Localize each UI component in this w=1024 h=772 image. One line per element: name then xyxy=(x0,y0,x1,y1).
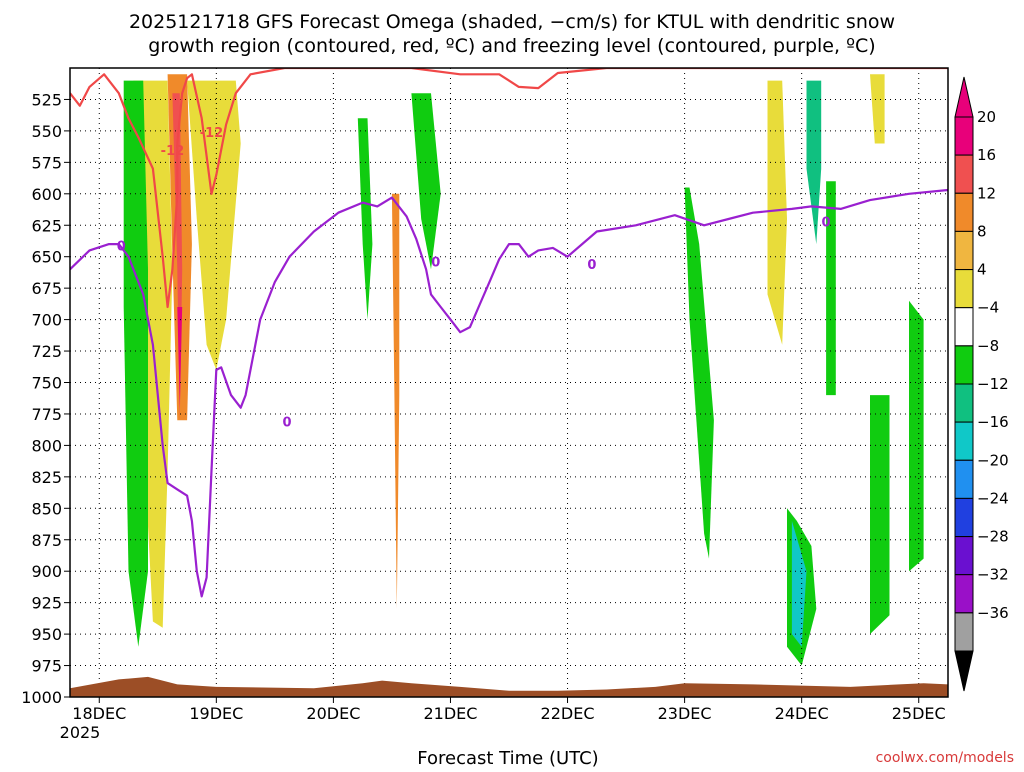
y-tick-label-575: 575 xyxy=(31,153,62,172)
y-tick-label-925: 925 xyxy=(31,594,62,613)
colorbar-swatch-1 xyxy=(954,154,974,194)
x-axis-title: Forecast Time (UTC) xyxy=(417,748,598,768)
watermark: coolwx.com/models xyxy=(876,750,1014,766)
colorbar-swatch-11 xyxy=(954,536,974,576)
contour-0 xyxy=(70,188,948,598)
colorbar-label-7: −12 xyxy=(977,375,1009,393)
y-tick-label-825: 825 xyxy=(31,468,62,487)
colorbar-swatch-12 xyxy=(954,574,974,614)
omega-region-sink-24dec-cyan xyxy=(791,520,807,647)
omega-region-sink-21dec xyxy=(411,93,441,270)
y-tick-label-525: 525 xyxy=(31,90,62,109)
colorbar-label-6: −8 xyxy=(977,337,999,355)
time-axis: 18DEC 19DEC 20DEC 21DEC 22DEC 23DEC 24DEC 25DEC xyxy=(72,697,946,723)
x-tick-label-18DEC: 18DEC xyxy=(72,704,126,723)
colorbar-swatch-13 xyxy=(954,612,974,652)
colorbar-under-arrow xyxy=(954,650,974,692)
y-tick-label-750: 750 xyxy=(31,374,62,393)
colorbar-swatch-6 xyxy=(954,345,974,385)
contour-label-3: 0 xyxy=(283,415,292,430)
x-tick-label-21DEC: 21DEC xyxy=(423,704,477,723)
colorbar-label-2: 12 xyxy=(977,184,996,202)
colorbar-label-0: 20 xyxy=(977,108,996,126)
chart-title-line-2: growth region (contoured, red, ºC) and f… xyxy=(148,35,875,57)
colorbar-over-arrow xyxy=(954,76,974,118)
colorbar-swatch-8 xyxy=(954,421,974,461)
omega-region-sink-25dec xyxy=(870,395,890,635)
terrain xyxy=(70,676,948,697)
colorbar-swatch-7 xyxy=(954,383,974,423)
y-tick-label-975: 975 xyxy=(31,657,62,676)
contour-label-5: 0 xyxy=(587,258,596,273)
y-tick-label-875: 875 xyxy=(31,531,62,550)
omega-region-sink-25dec-b xyxy=(909,300,924,572)
y-tick-label-1000: 1000 xyxy=(21,688,62,707)
x-tick-label-25DEC: 25DEC xyxy=(892,704,946,723)
omega-region-rise-25dec-upper xyxy=(870,74,885,144)
plot-area: -12 -12 0 0 0 0 0 xyxy=(69,67,949,698)
y-tick-label-650: 650 xyxy=(31,248,62,267)
omega-region-rise-19-20dec xyxy=(187,80,241,370)
y-tick-label-600: 600 xyxy=(31,185,62,204)
omega-region-rise-19dec-peak xyxy=(177,307,183,408)
colorbar-label-4: 4 xyxy=(977,261,987,279)
plot-contents: -12 -12 0 0 0 0 0 xyxy=(70,68,948,697)
contour-label-4: 0 xyxy=(431,256,440,271)
colorbar-swatch-9 xyxy=(954,459,974,499)
y-tick-label-800: 800 xyxy=(31,436,62,455)
omega-region-rise-24dec-upper xyxy=(767,80,787,345)
colorbar-swatch-2 xyxy=(954,192,974,232)
x-tick-label-23DEC: 23DEC xyxy=(658,704,712,723)
colorbar: 20 16 12 8 4 −4 −8 −12 −16 −20 −24 −28 −32 −36 xyxy=(954,76,1009,692)
colorbar-swatch-5 xyxy=(954,307,974,347)
colorbar-label-9: −20 xyxy=(977,451,1009,469)
colorbar-label-13: −36 xyxy=(977,604,1009,622)
x-tick-label-22DEC: 22DEC xyxy=(541,704,595,723)
colorbar-label-8: −16 xyxy=(977,413,1009,431)
colorbar-label-3: 8 xyxy=(977,222,987,240)
colorbar-label-1: 16 xyxy=(977,146,996,164)
y-tick-label-700: 700 xyxy=(31,311,62,330)
contour--12 xyxy=(70,68,948,309)
colorbar-label-11: −28 xyxy=(977,528,1009,546)
colorbar-label-12: −32 xyxy=(977,566,1009,584)
colorbar-label-5: −4 xyxy=(977,299,999,317)
y-tick-label-900: 900 xyxy=(31,562,62,581)
x-tick-label-19DEC: 19DEC xyxy=(189,704,243,723)
y-tick-label-725: 725 xyxy=(31,342,62,361)
chart-title-line-1: 2025121718 GFS Forecast Omega (shaded, −… xyxy=(129,11,895,33)
colorbar-swatch-3 xyxy=(954,230,974,270)
year-label: 2025 xyxy=(60,723,101,742)
colorbar-swatch-0 xyxy=(954,116,974,156)
pressure-axis: 525 550 575 600 625 650 675 700 725 750 775 800 825 8… xyxy=(21,90,70,707)
y-tick-label-850: 850 xyxy=(31,499,62,518)
colorbar-swatch-10 xyxy=(954,497,974,537)
omega-region-sink-23dec xyxy=(684,187,714,559)
contour-label-2: 0 xyxy=(117,239,126,254)
contour-label-1: -12 xyxy=(200,126,224,141)
omega-region-rise-20dec-band xyxy=(391,193,400,609)
y-tick-label-550: 550 xyxy=(31,122,62,141)
x-tick-label-20DEC: 20DEC xyxy=(306,704,360,723)
y-tick-label-625: 625 xyxy=(31,216,62,235)
x-tick-label-24DEC: 24DEC xyxy=(775,704,829,723)
omega-shading xyxy=(123,74,924,666)
contour-label-6: 0 xyxy=(822,215,831,230)
y-tick-label-950: 950 xyxy=(31,625,62,644)
omega-region-sink-24dec-upper xyxy=(806,80,822,245)
y-tick-label-675: 675 xyxy=(31,279,62,298)
omega-region-sink-18dec-green xyxy=(123,80,148,647)
omega-region-sink-20dec xyxy=(357,118,373,320)
y-tick-label-775: 775 xyxy=(31,405,62,424)
colorbar-label-10: −24 xyxy=(977,489,1009,507)
contour-label-0: -12 xyxy=(161,144,185,159)
colorbar-swatch-4 xyxy=(954,269,974,309)
